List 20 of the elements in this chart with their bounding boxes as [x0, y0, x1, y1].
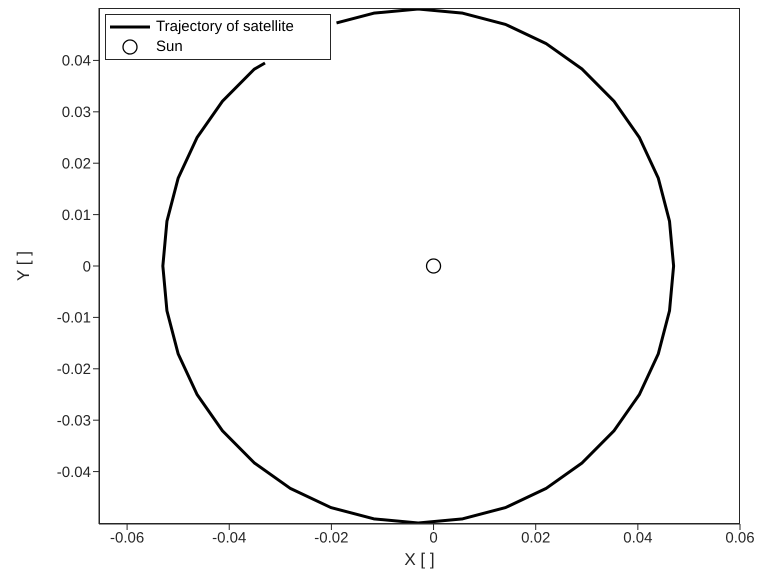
y-tick-label: -0.03: [56, 412, 91, 430]
y-tick-label: 0: [82, 258, 91, 276]
y-tick-label: -0.04: [56, 464, 91, 481]
y-tick-label: 0.03: [62, 104, 91, 122]
legend-label: Sun: [156, 38, 183, 55]
y-tick-label: -0.01: [56, 310, 91, 327]
legend-label: Trajectory of satellite: [156, 18, 294, 35]
x-tick-label: -0.02: [314, 530, 348, 547]
x-tick-label: -0.06: [110, 530, 144, 547]
x-tick-label: 0: [429, 530, 438, 547]
y-tick-label: 0.04: [62, 52, 91, 70]
y-tick-label: -0.02: [56, 361, 91, 378]
x-tick-label: 0.06: [725, 530, 755, 547]
x-tick-label: 0.02: [521, 530, 550, 547]
y-tick-label: 0.02: [62, 156, 91, 173]
x-tick-label: 0.04: [623, 530, 652, 547]
y-axis-title: Y [ ]: [14, 251, 34, 281]
x-axis-title: X [ ]: [404, 550, 435, 569]
x-tick-label: -0.04: [212, 530, 246, 547]
y-tick-label: 0.01: [62, 206, 91, 224]
